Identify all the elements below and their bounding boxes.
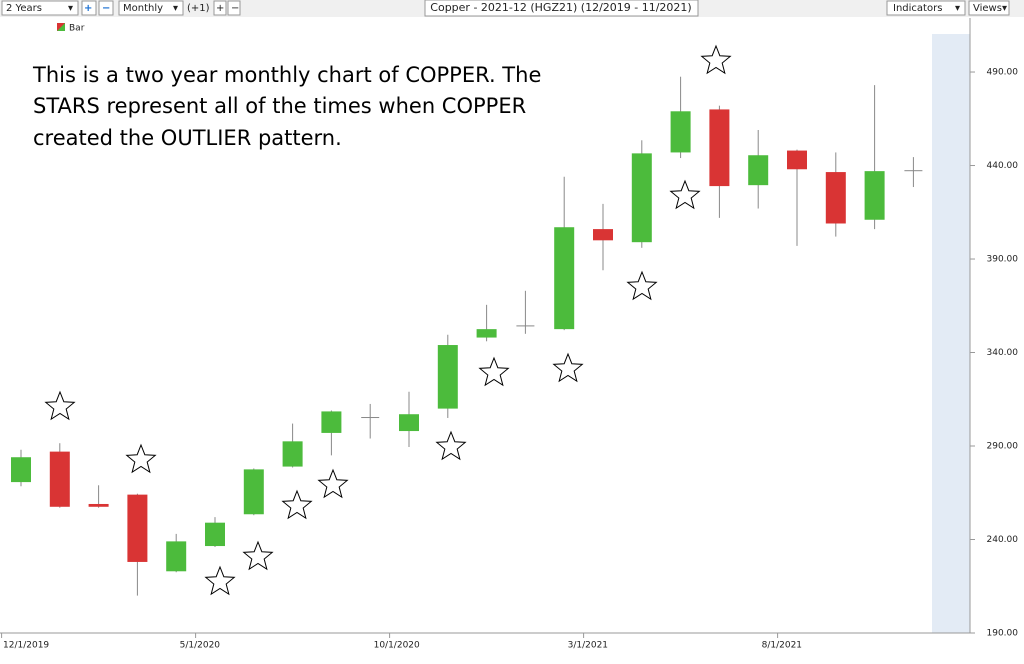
star bbox=[282, 490, 312, 519]
chart-title: Copper - 2021-12 (HGZ21) (12/2019 - 11/2… bbox=[430, 1, 691, 14]
x-tick-label: 8/1/2021 bbox=[762, 641, 802, 651]
candle-body bbox=[554, 227, 575, 330]
legend-label: Bar bbox=[69, 24, 85, 34]
candle-body bbox=[593, 229, 613, 241]
offset-minus[interactable] bbox=[227, 0, 241, 16]
interval-select[interactable] bbox=[118, 0, 184, 16]
views-label: Views bbox=[973, 3, 1002, 14]
toolbar: 2 Years ▾ + − Monthly ▾ (+1) + − Copper … bbox=[0, 0, 1024, 17]
offset-label: (+1) bbox=[187, 3, 210, 14]
candle-body bbox=[361, 417, 380, 419]
zoom-in[interactable] bbox=[81, 0, 97, 16]
dropdown-arrow: ▾ bbox=[1002, 3, 1007, 14]
minus-icon: − bbox=[102, 3, 110, 14]
indicators-select[interactable] bbox=[886, 0, 966, 16]
range-select[interactable] bbox=[1, 0, 79, 16]
x-tick-label: 5/1/2020 bbox=[180, 641, 221, 651]
star bbox=[205, 566, 235, 595]
minus-icon: − bbox=[231, 3, 239, 14]
candle-body bbox=[127, 494, 148, 562]
candle-body bbox=[864, 171, 885, 220]
candle-body bbox=[670, 111, 691, 153]
indicators-label: Indicators bbox=[893, 3, 942, 14]
candle-body bbox=[709, 109, 730, 187]
star bbox=[553, 353, 583, 382]
views-select[interactable] bbox=[968, 0, 1010, 16]
y-tick-label: 190.00 bbox=[987, 629, 1019, 639]
star bbox=[126, 444, 156, 473]
x-tick-label: 3/1/2021 bbox=[568, 641, 608, 651]
future-region bbox=[932, 34, 970, 633]
y-tick-label: 240.00 bbox=[987, 535, 1019, 545]
annotation: STARS represent all of the times when CO… bbox=[33, 94, 526, 118]
y-tick-label: 490.00 bbox=[987, 68, 1019, 78]
candle-body bbox=[321, 411, 342, 433]
dropdown-arrow: ▾ bbox=[173, 3, 178, 14]
candle-body bbox=[825, 172, 846, 224]
annotation: This is a two year monthly chart of COPP… bbox=[32, 63, 541, 87]
dropdown-arrow: ▾ bbox=[68, 3, 73, 14]
y-tick-label: 390.00 bbox=[987, 255, 1019, 265]
candle-body bbox=[476, 329, 497, 338]
offset-plus[interactable] bbox=[213, 0, 227, 16]
candle-body bbox=[631, 153, 652, 243]
dropdown-arrow: ▾ bbox=[955, 3, 960, 14]
x-tick-label: 10/1/2020 bbox=[374, 641, 420, 651]
candle-body bbox=[437, 345, 458, 409]
star bbox=[627, 271, 657, 300]
star bbox=[479, 357, 509, 386]
title-box bbox=[424, 0, 699, 17]
candle-body bbox=[282, 441, 303, 467]
candle-body bbox=[11, 457, 31, 483]
candle-body bbox=[49, 451, 70, 507]
candle-body bbox=[516, 325, 535, 327]
candle-body bbox=[88, 503, 109, 507]
plus-icon: + bbox=[84, 3, 92, 14]
zoom-out[interactable] bbox=[98, 0, 114, 16]
plot: 190.00 240.00 290.00 340.00 390.00 440.00 490.… bbox=[1, 68, 1019, 651]
star bbox=[701, 45, 731, 74]
candle-body bbox=[399, 414, 419, 432]
star bbox=[436, 431, 466, 460]
candle-body bbox=[243, 469, 264, 515]
candle-body bbox=[787, 150, 807, 170]
range-label: 2 Years bbox=[6, 3, 42, 14]
star bbox=[318, 469, 348, 498]
y-tick-label: 290.00 bbox=[987, 442, 1019, 452]
star bbox=[243, 541, 273, 570]
x-tick-label: 12/1/2019 bbox=[3, 641, 49, 651]
star bbox=[45, 391, 75, 420]
annotation: created the OUTLIER pattern. bbox=[33, 126, 342, 150]
candle-body bbox=[904, 170, 923, 172]
candle-body bbox=[166, 541, 187, 572]
candle-body bbox=[748, 155, 769, 186]
y-tick-label: 340.00 bbox=[987, 348, 1019, 358]
candle-body bbox=[205, 522, 225, 547]
legend-swatch-part bbox=[57, 23, 65, 31]
star bbox=[670, 180, 700, 209]
y-tick-label: 440.00 bbox=[987, 161, 1019, 171]
interval-label: Monthly bbox=[123, 3, 163, 14]
plus-icon: + bbox=[216, 3, 224, 14]
